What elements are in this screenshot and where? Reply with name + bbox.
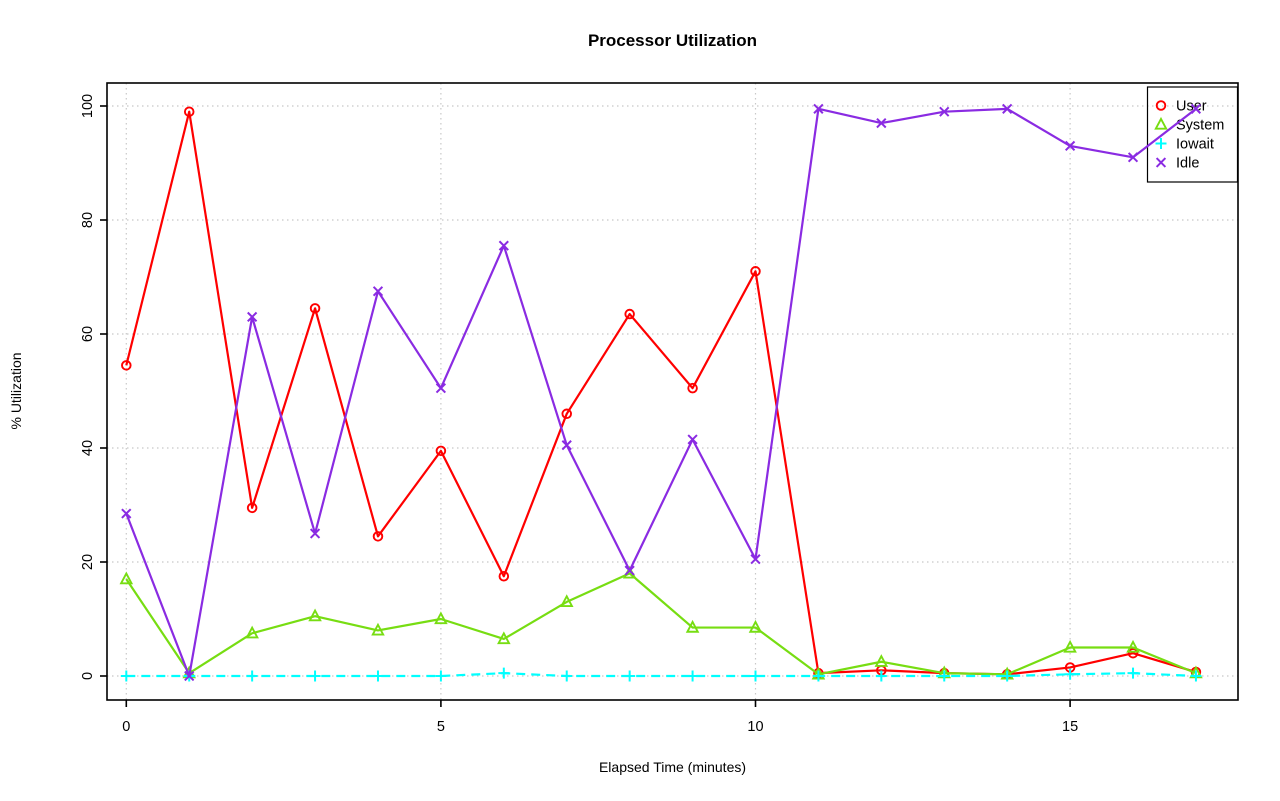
series-iowait-point — [750, 670, 761, 682]
series-idle — [121, 103, 1202, 682]
series-iowait-point — [120, 670, 132, 682]
series-user-point — [372, 531, 384, 542]
series-idle-point — [435, 383, 447, 394]
series-user-point — [687, 382, 698, 394]
series-user-point — [624, 308, 635, 320]
series-system-point — [685, 619, 700, 633]
series-user-point — [435, 445, 447, 457]
series-system-point — [245, 625, 259, 639]
series-system-point — [559, 594, 574, 608]
y-tick-label: 60 — [80, 326, 96, 342]
series-system-point — [874, 654, 889, 667]
series-iowait-point — [1001, 670, 1013, 682]
series-idle-point — [498, 240, 509, 251]
legend-item-user: User — [1155, 99, 1207, 115]
series-user-point — [183, 106, 195, 117]
series-user — [121, 106, 1202, 680]
series-user-point — [750, 266, 761, 277]
series-user-point — [121, 360, 132, 371]
series-user-point — [498, 571, 510, 582]
series-system-point — [434, 611, 448, 625]
series-idle-point — [309, 528, 321, 539]
series-system-point — [1063, 639, 1077, 653]
series-system-point — [497, 631, 511, 645]
legend-label: Idle — [1176, 156, 1199, 172]
chart-title: Processor Utilization — [587, 31, 758, 50]
legend: User System Iowait Idle — [1146, 86, 1239, 183]
series-system-point — [308, 608, 322, 622]
legend-label: User — [1176, 99, 1207, 115]
series-iowait-point — [372, 670, 384, 682]
x-tick-label: 0 — [122, 719, 130, 735]
y-tick-label: 20 — [80, 554, 96, 570]
series-iowait-point — [812, 670, 824, 682]
axis-tick-labels: 0 5 10 15 0 20 40 60 80 100 — [80, 94, 1078, 735]
x-tick-label: 10 — [747, 719, 763, 735]
x-tick-label: 15 — [1062, 719, 1078, 735]
y-tick-label: 100 — [80, 94, 96, 118]
gridlines — [107, 83, 1238, 700]
series-user-line — [125, 110, 1197, 676]
series-idle-point — [624, 565, 635, 576]
x-axis-label: Elapsed Time (minutes) — [598, 759, 747, 775]
series-idle-point — [939, 106, 950, 117]
series-system — [119, 565, 1203, 680]
series-iowait — [120, 667, 1202, 682]
series-iowait-line — [126, 672, 1196, 678]
legend-label: System — [1176, 118, 1224, 134]
series-user-point — [561, 408, 572, 420]
series-idle-point — [121, 508, 132, 519]
legend-item-iowait: Iowait — [1155, 137, 1214, 153]
circle-icon — [1155, 100, 1167, 111]
axis-ticks — [100, 105, 1071, 707]
series-idle-line — [125, 107, 1197, 678]
series-user-point — [246, 502, 258, 514]
legend-item-system: System — [1154, 116, 1224, 134]
series-iowait-point — [875, 670, 887, 682]
series-idle-point — [561, 440, 572, 451]
y-tick-label: 0 — [80, 672, 96, 680]
series-iowait-point — [938, 670, 950, 682]
series-iowait-point — [498, 667, 510, 679]
series-idle-point — [247, 311, 258, 323]
plus-icon — [1155, 138, 1167, 149]
plot-border — [106, 82, 1239, 701]
series-idle-point — [1127, 152, 1139, 163]
x-icon — [1155, 157, 1167, 168]
legend-item-idle: Idle — [1155, 156, 1199, 172]
series-user-point — [309, 303, 321, 314]
series-iowait-point — [1064, 668, 1076, 680]
series-system-point — [119, 571, 134, 585]
series-iowait-point — [1127, 667, 1139, 679]
series-idle-point — [184, 670, 195, 682]
series-iowait-point — [246, 670, 258, 682]
series-idle-point — [876, 117, 887, 129]
series-iowait-point — [309, 670, 321, 682]
series-system-point — [371, 622, 385, 636]
legend-label: Iowait — [1176, 137, 1214, 153]
series-system-line — [125, 572, 1197, 676]
series-iowait-point — [624, 670, 636, 682]
series-user-point — [1127, 647, 1139, 659]
series-iowait-point — [1190, 670, 1202, 682]
x-tick-label: 5 — [437, 719, 445, 735]
series-system-point — [1126, 639, 1140, 653]
series-idle-point — [372, 286, 384, 297]
series-iowait-point — [561, 670, 573, 682]
series-iowait-point — [435, 670, 447, 682]
y-tick-label: 80 — [80, 212, 96, 228]
series-iowait-point — [687, 670, 699, 682]
y-tick-label: 40 — [80, 440, 96, 456]
series-idle-point — [1002, 103, 1013, 114]
series-system-point — [748, 619, 763, 633]
series-idle-point — [750, 554, 761, 565]
triangle-icon — [1154, 116, 1168, 130]
series-idle-point — [687, 434, 698, 445]
series-idle-point — [813, 103, 824, 114]
series-idle-point — [1190, 103, 1202, 114]
series-idle-point — [1064, 140, 1076, 152]
